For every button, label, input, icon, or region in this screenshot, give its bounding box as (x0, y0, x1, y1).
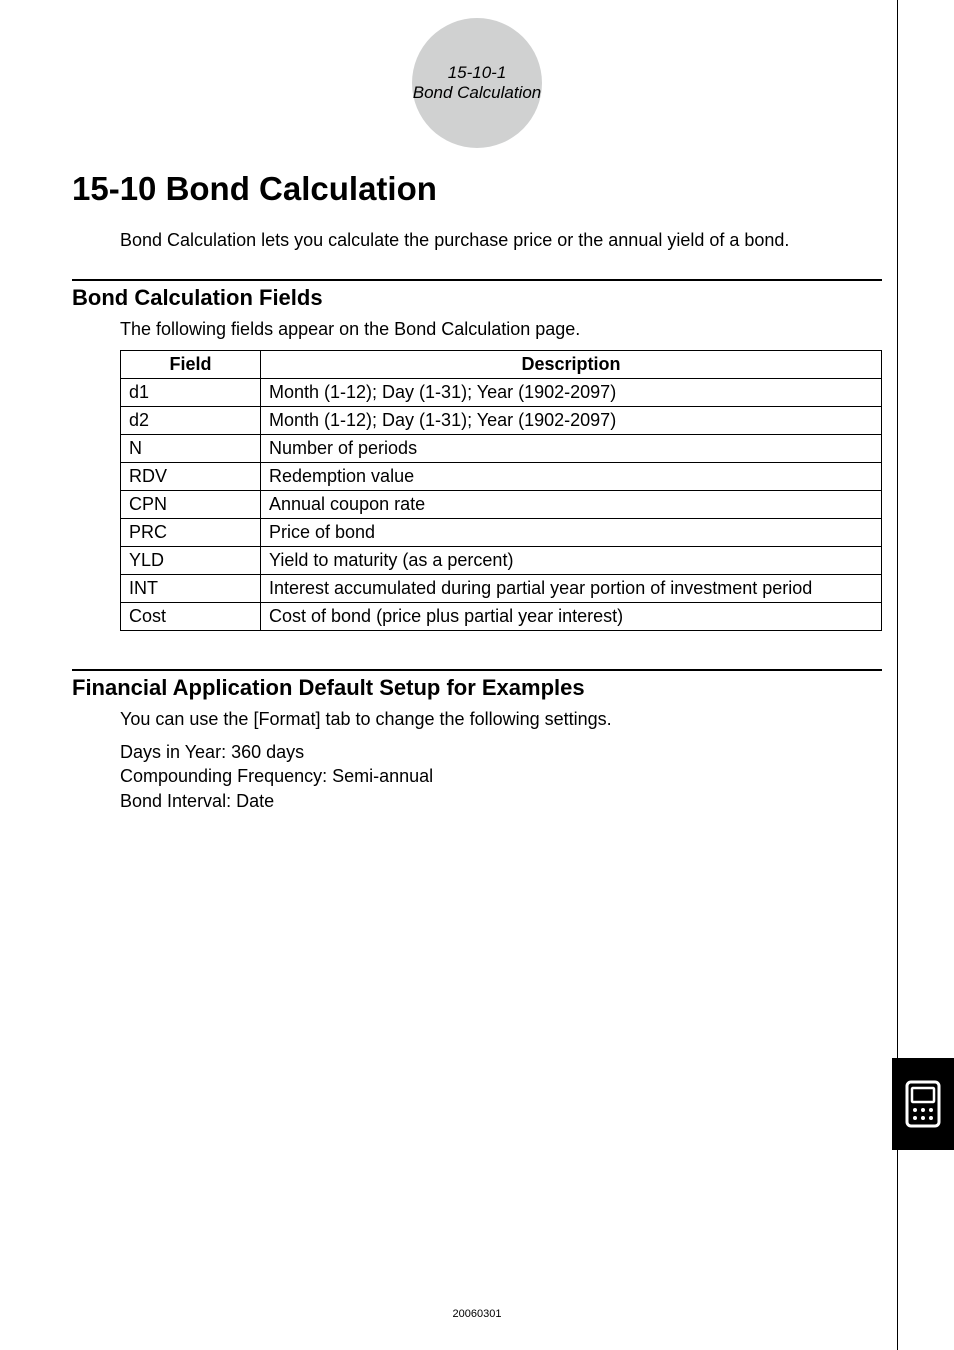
table-row: d2Month (1-12); Day (1-31); Year (1902-2… (121, 407, 882, 435)
cell-field: RDV (121, 463, 261, 491)
fields-heading: Bond Calculation Fields (72, 285, 882, 311)
settings-line: Compounding Frequency: Semi-annual (120, 764, 882, 788)
cell-description: Cost of bond (price plus partial year in… (261, 603, 882, 631)
cell-description: Month (1-12); Day (1-31); Year (1902-209… (261, 379, 882, 407)
table-row: CostCost of bond (price plus partial yea… (121, 603, 882, 631)
header-badge-line2: Bond Calculation (413, 83, 542, 103)
table-header-row: Field Description (121, 351, 882, 379)
fields-table: Field Description d1Month (1-12); Day (1… (120, 350, 882, 631)
cell-description: Month (1-12); Day (1-31); Year (1902-209… (261, 407, 882, 435)
section-rule (72, 669, 882, 671)
side-tab (892, 1058, 954, 1150)
content-area: 15-10 Bond Calculation Bond Calculation … (72, 170, 882, 813)
cell-field: Cost (121, 603, 261, 631)
table-row: d1Month (1-12); Day (1-31); Year (1902-2… (121, 379, 882, 407)
table-row: YLDYield to maturity (as a percent) (121, 547, 882, 575)
defaults-section: Financial Application Default Setup for … (72, 669, 882, 813)
header-badge-line1: 15-10-1 (448, 63, 507, 83)
fields-subtext: The following fields appear on the Bond … (120, 319, 882, 340)
cell-field: INT (121, 575, 261, 603)
intro-text: Bond Calculation lets you calculate the … (120, 230, 882, 251)
cell-description: Price of bond (261, 519, 882, 547)
table-row: CPNAnnual coupon rate (121, 491, 882, 519)
cell-description: Number of periods (261, 435, 882, 463)
footer-code: 20060301 (0, 1308, 954, 1320)
cell-field: N (121, 435, 261, 463)
cell-description: Redemption value (261, 463, 882, 491)
defaults-settings-list: Days in Year: 360 daysCompounding Freque… (120, 740, 882, 813)
col-description: Description (261, 351, 882, 379)
settings-line: Days in Year: 360 days (120, 740, 882, 764)
cell-field: d1 (121, 379, 261, 407)
table-row: NNumber of periods (121, 435, 882, 463)
settings-line: Bond Interval: Date (120, 789, 882, 813)
defaults-subtext: You can use the [Format] tab to change t… (120, 709, 882, 730)
cell-field: PRC (121, 519, 261, 547)
col-field: Field (121, 351, 261, 379)
page-title: 15-10 Bond Calculation (72, 170, 882, 208)
table-body: d1Month (1-12); Day (1-31); Year (1902-2… (121, 379, 882, 631)
table-row: PRCPrice of bond (121, 519, 882, 547)
cell-field: CPN (121, 491, 261, 519)
section-rule (72, 279, 882, 281)
header-badge: 15-10-1 Bond Calculation (412, 18, 542, 148)
table-row: INTInterest accumulated during partial y… (121, 575, 882, 603)
cell-description: Interest accumulated during partial year… (261, 575, 882, 603)
cell-description: Yield to maturity (as a percent) (261, 547, 882, 575)
cell-description: Annual coupon rate (261, 491, 882, 519)
defaults-heading: Financial Application Default Setup for … (72, 675, 882, 701)
calculator-icon (904, 1080, 942, 1128)
page: 15-10-1 Bond Calculation 15-10 Bond Calc… (0, 0, 954, 1350)
cell-field: d2 (121, 407, 261, 435)
table-row: RDVRedemption value (121, 463, 882, 491)
cell-field: YLD (121, 547, 261, 575)
